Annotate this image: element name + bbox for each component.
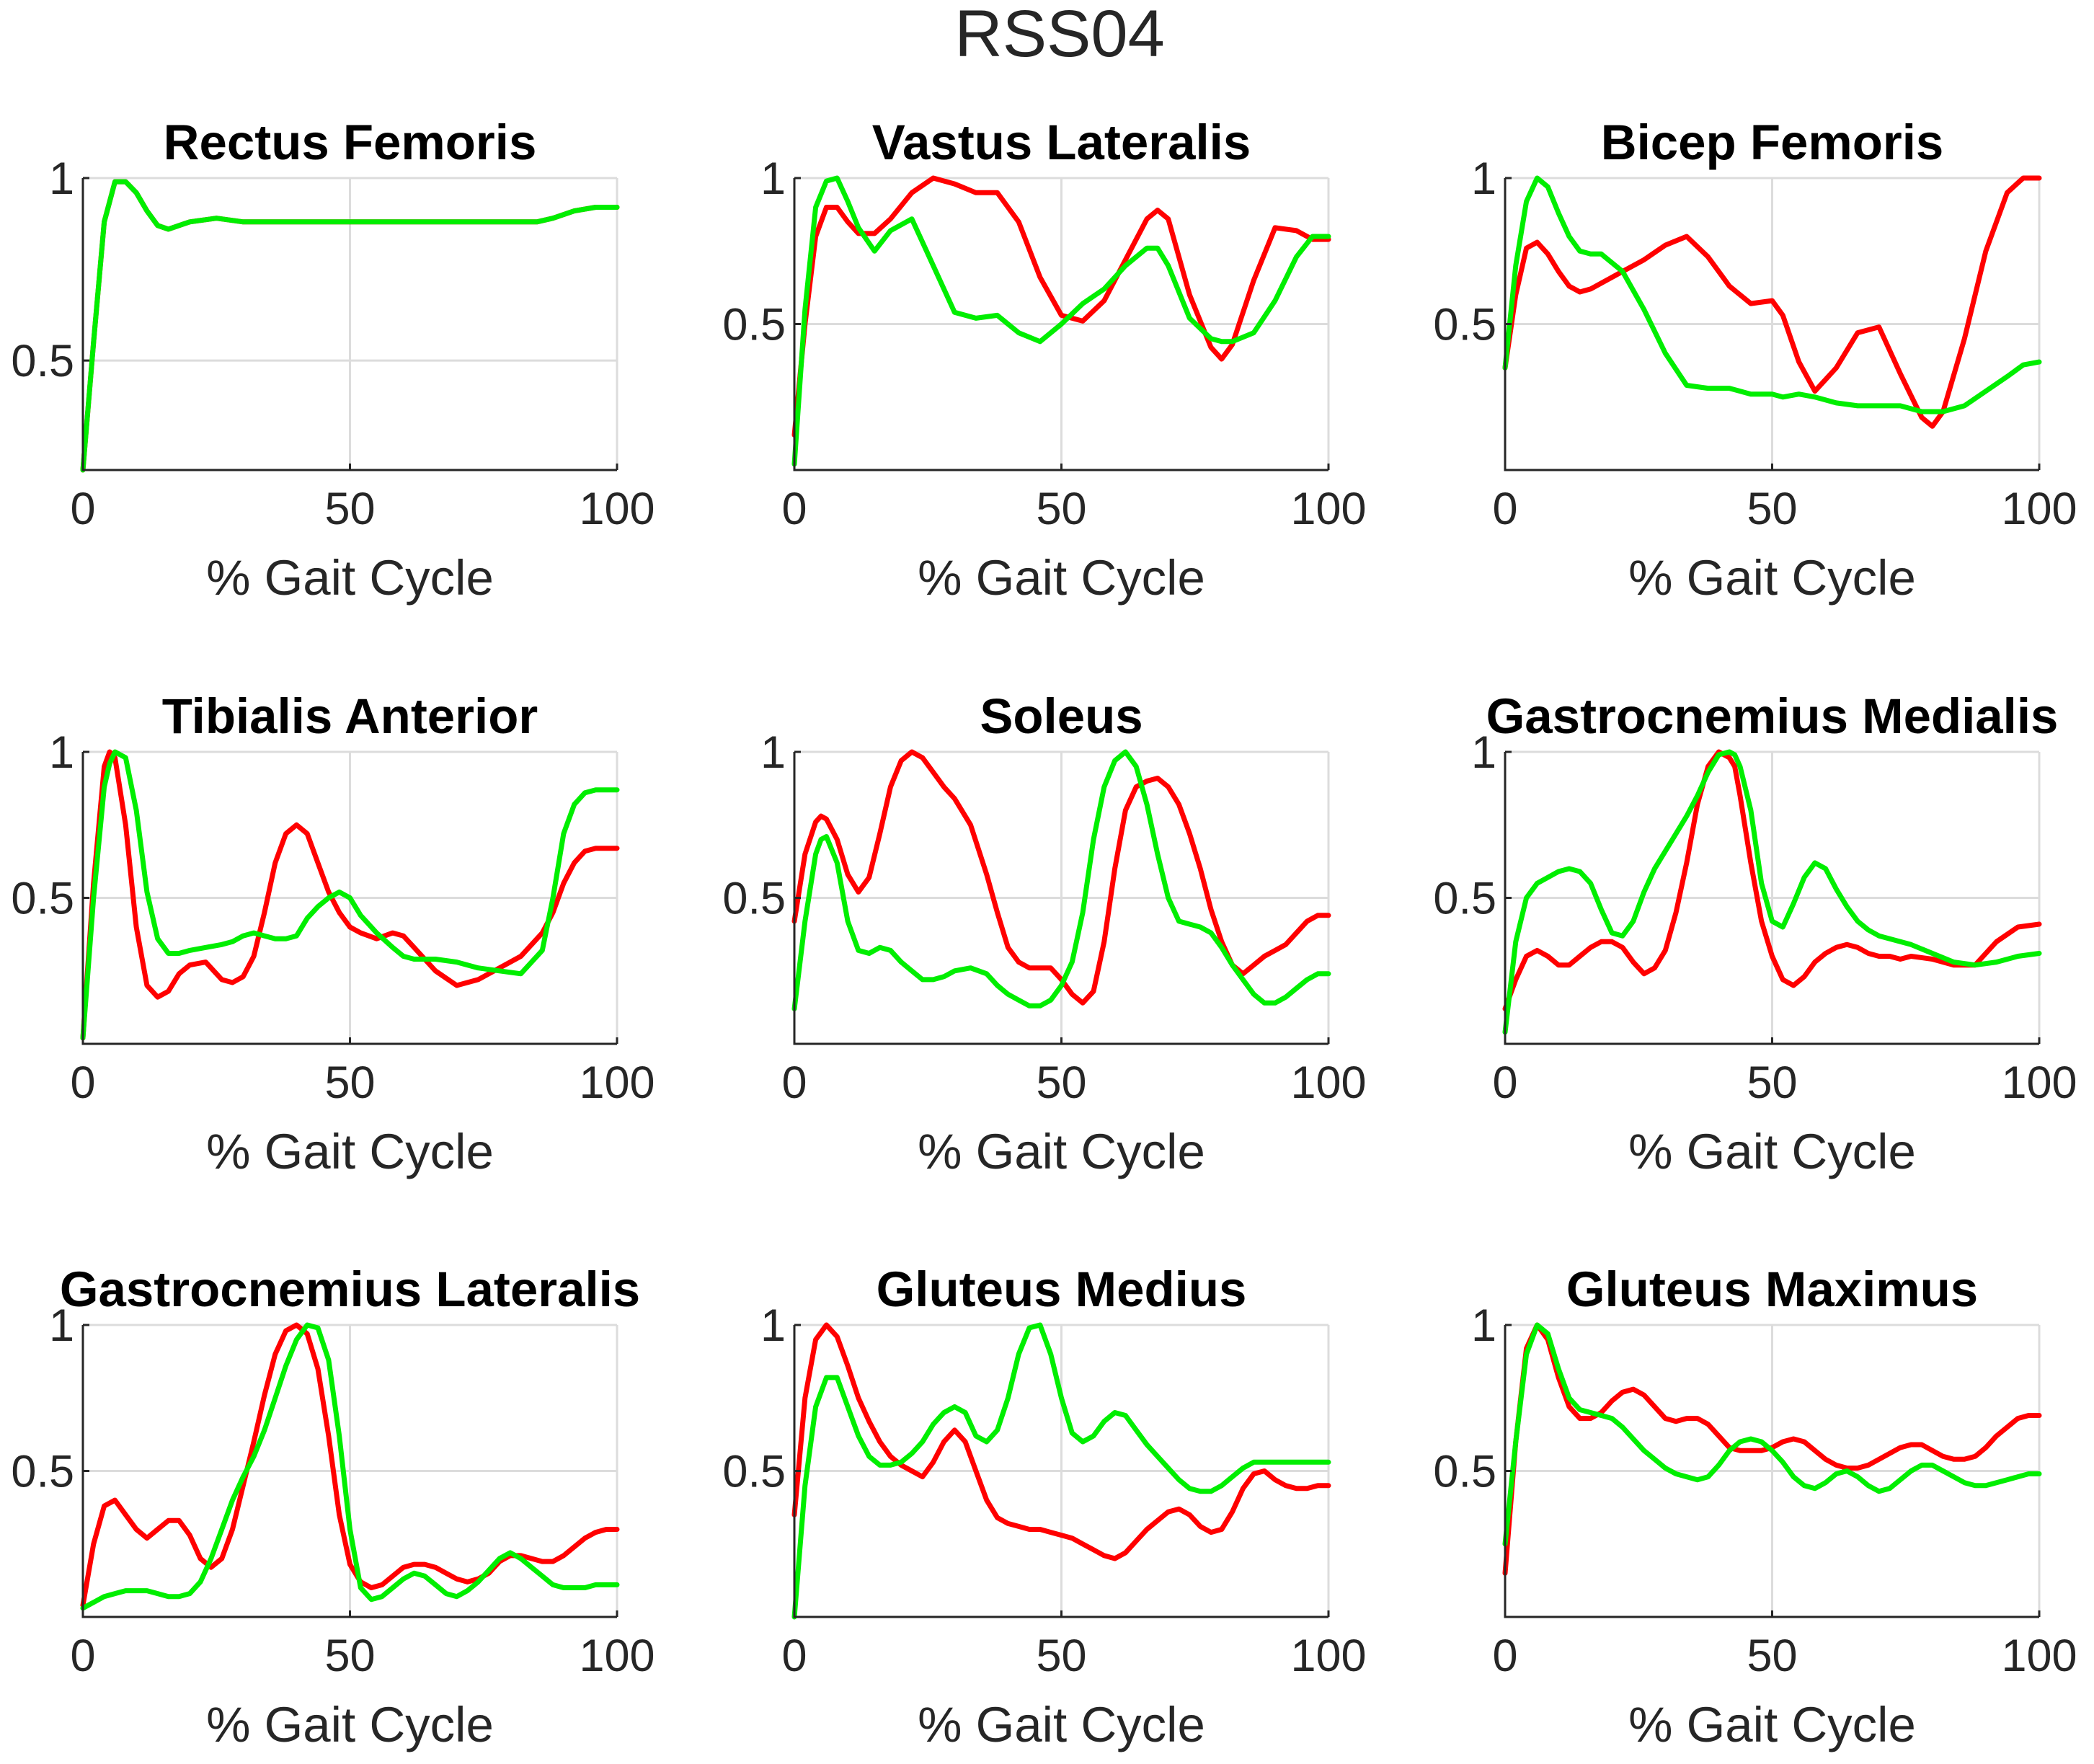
- y-tick-label: 1: [49, 1300, 74, 1351]
- x-tick-label: 100: [579, 1631, 655, 1681]
- x-tick-label: 100: [1290, 1631, 1366, 1681]
- subplot-2: Vastus Lateralis 0 50 100 0.5 1 % Gait Cycle: [722, 115, 1366, 606]
- y-tick-label: 1: [760, 1300, 786, 1351]
- y-tick-label: 0.5: [1433, 874, 1496, 924]
- subplot-5: Soleus 0 50 100 0.5 1 % Gait Cycle: [722, 688, 1366, 1179]
- green-series-line: [1502, 175, 2042, 415]
- x-tick-label: 100: [2001, 484, 2077, 534]
- x-tick-label: 50: [1747, 1058, 1797, 1108]
- subplot-title: Vastus Lateralis: [872, 115, 1251, 170]
- subplot-title: Gluteus Maximus: [1566, 1262, 1978, 1317]
- green-series-line: [80, 749, 620, 1041]
- green-series-line: [80, 1322, 620, 1611]
- y-tick-label: 1: [760, 154, 786, 204]
- x-tick-label: 100: [1290, 484, 1366, 534]
- x-tick-label: 100: [1290, 1058, 1366, 1108]
- x-axis-label: % Gait Cycle: [1628, 1124, 1916, 1179]
- y-tick-label: 1: [1471, 727, 1496, 778]
- x-tick-label: 0: [70, 1058, 95, 1108]
- x-tick-label: 0: [1492, 484, 1517, 534]
- x-axis-label: % Gait Cycle: [918, 550, 1205, 606]
- y-tick-label: 0.5: [722, 300, 786, 350]
- subplot-title: Gastrocnemius Medialis: [1486, 688, 2059, 744]
- x-tick-label: 50: [1036, 1631, 1086, 1681]
- y-tick-label: 1: [49, 727, 74, 778]
- x-tick-label: 0: [781, 1058, 807, 1108]
- red-series-line: [80, 1322, 620, 1608]
- y-tick-label: 0.5: [1433, 300, 1496, 350]
- green-series-line: [791, 749, 1331, 1011]
- x-tick-label: 0: [70, 484, 95, 534]
- x-axis-label: % Gait Cycle: [918, 1124, 1205, 1179]
- green-series-line: [791, 1322, 1331, 1620]
- x-axis-label: % Gait Cycle: [206, 1697, 494, 1752]
- y-tick-label: 1: [1471, 154, 1496, 204]
- green-series-line: [1502, 1322, 2042, 1547]
- subplot-title: Tibialis Anterior: [162, 688, 538, 744]
- red-series-line: [791, 175, 1331, 438]
- x-tick-label: 50: [1747, 1631, 1797, 1681]
- x-tick-label: 0: [70, 1631, 95, 1681]
- x-tick-label: 50: [1036, 1058, 1086, 1108]
- x-axis-label: % Gait Cycle: [206, 1124, 494, 1179]
- green-series-line: [791, 175, 1331, 467]
- subplot-title: Gastrocnemius Lateralis: [60, 1262, 640, 1317]
- x-tick-label: 0: [1492, 1631, 1517, 1681]
- y-tick-label: 1: [760, 727, 786, 778]
- subplot-title: Bicep Femoris: [1601, 115, 1944, 170]
- x-axis-label: % Gait Cycle: [1628, 550, 1916, 606]
- subplot-3: Bicep Femoris 0 50 100 0.5 1 % Gait Cycle: [1433, 115, 2077, 606]
- x-tick-label: 100: [2001, 1631, 2077, 1681]
- y-tick-label: 0.5: [722, 874, 786, 924]
- x-tick-label: 0: [781, 484, 807, 534]
- red-series-line: [80, 749, 620, 1041]
- subplot-6: Gastrocnemius Medialis 0 50 100 0.5 1 % Gait C…: [1433, 688, 2077, 1179]
- subplot-7: Gastrocnemius Lateralis 0 50 100 0.5 1 % Gait …: [11, 1262, 655, 1752]
- x-tick-label: 0: [1492, 1058, 1517, 1108]
- x-tick-label: 0: [781, 1631, 807, 1681]
- x-tick-label: 100: [579, 484, 655, 534]
- subplot-4: Tibialis Anterior 0 50 100 0.5 1 % Gait Cycle: [11, 688, 655, 1179]
- y-tick-label: 1: [1471, 1300, 1496, 1351]
- y-tick-label: 0.5: [11, 874, 74, 924]
- x-tick-label: 50: [1036, 484, 1086, 534]
- figure-title: RSS04: [954, 0, 1165, 71]
- red-series-line: [1502, 175, 2042, 429]
- x-axis-label: % Gait Cycle: [1628, 1697, 1916, 1752]
- subplot-9: Gluteus Maximus 0 50 100 0.5 1 % Gait Cycle: [1433, 1262, 2077, 1752]
- x-tick-label: 100: [579, 1058, 655, 1108]
- x-axis-label: % Gait Cycle: [918, 1697, 1205, 1752]
- x-tick-label: 50: [324, 484, 375, 534]
- subplot-1: Rectus Femoris 0 50 100 0.5 1 % Gait Cycle: [11, 115, 655, 606]
- subplot-title: Gluteus Medius: [877, 1262, 1247, 1317]
- x-tick-label: 100: [2001, 1058, 2077, 1108]
- y-tick-label: 0.5: [1433, 1447, 1496, 1497]
- green-series-line: [80, 179, 620, 473]
- x-tick-label: 50: [1747, 484, 1797, 534]
- green-series-line: [1502, 749, 2042, 1035]
- x-axis-label: % Gait Cycle: [206, 550, 494, 606]
- y-tick-label: 0.5: [11, 336, 74, 386]
- subplot-8: Gluteus Medius 0 50 100 0.5 1 % Gait Cycle: [722, 1262, 1366, 1752]
- red-series-line: [1502, 749, 2042, 1011]
- x-tick-label: 50: [324, 1631, 375, 1681]
- x-tick-label: 50: [324, 1058, 375, 1108]
- y-tick-label: 0.5: [722, 1447, 786, 1497]
- red-series-line: [791, 1322, 1331, 1561]
- y-tick-label: 0.5: [11, 1447, 74, 1497]
- y-tick-label: 1: [49, 154, 74, 204]
- subplot-title: Soleus: [980, 688, 1143, 744]
- subplot-title: Rectus Femoris: [164, 115, 537, 170]
